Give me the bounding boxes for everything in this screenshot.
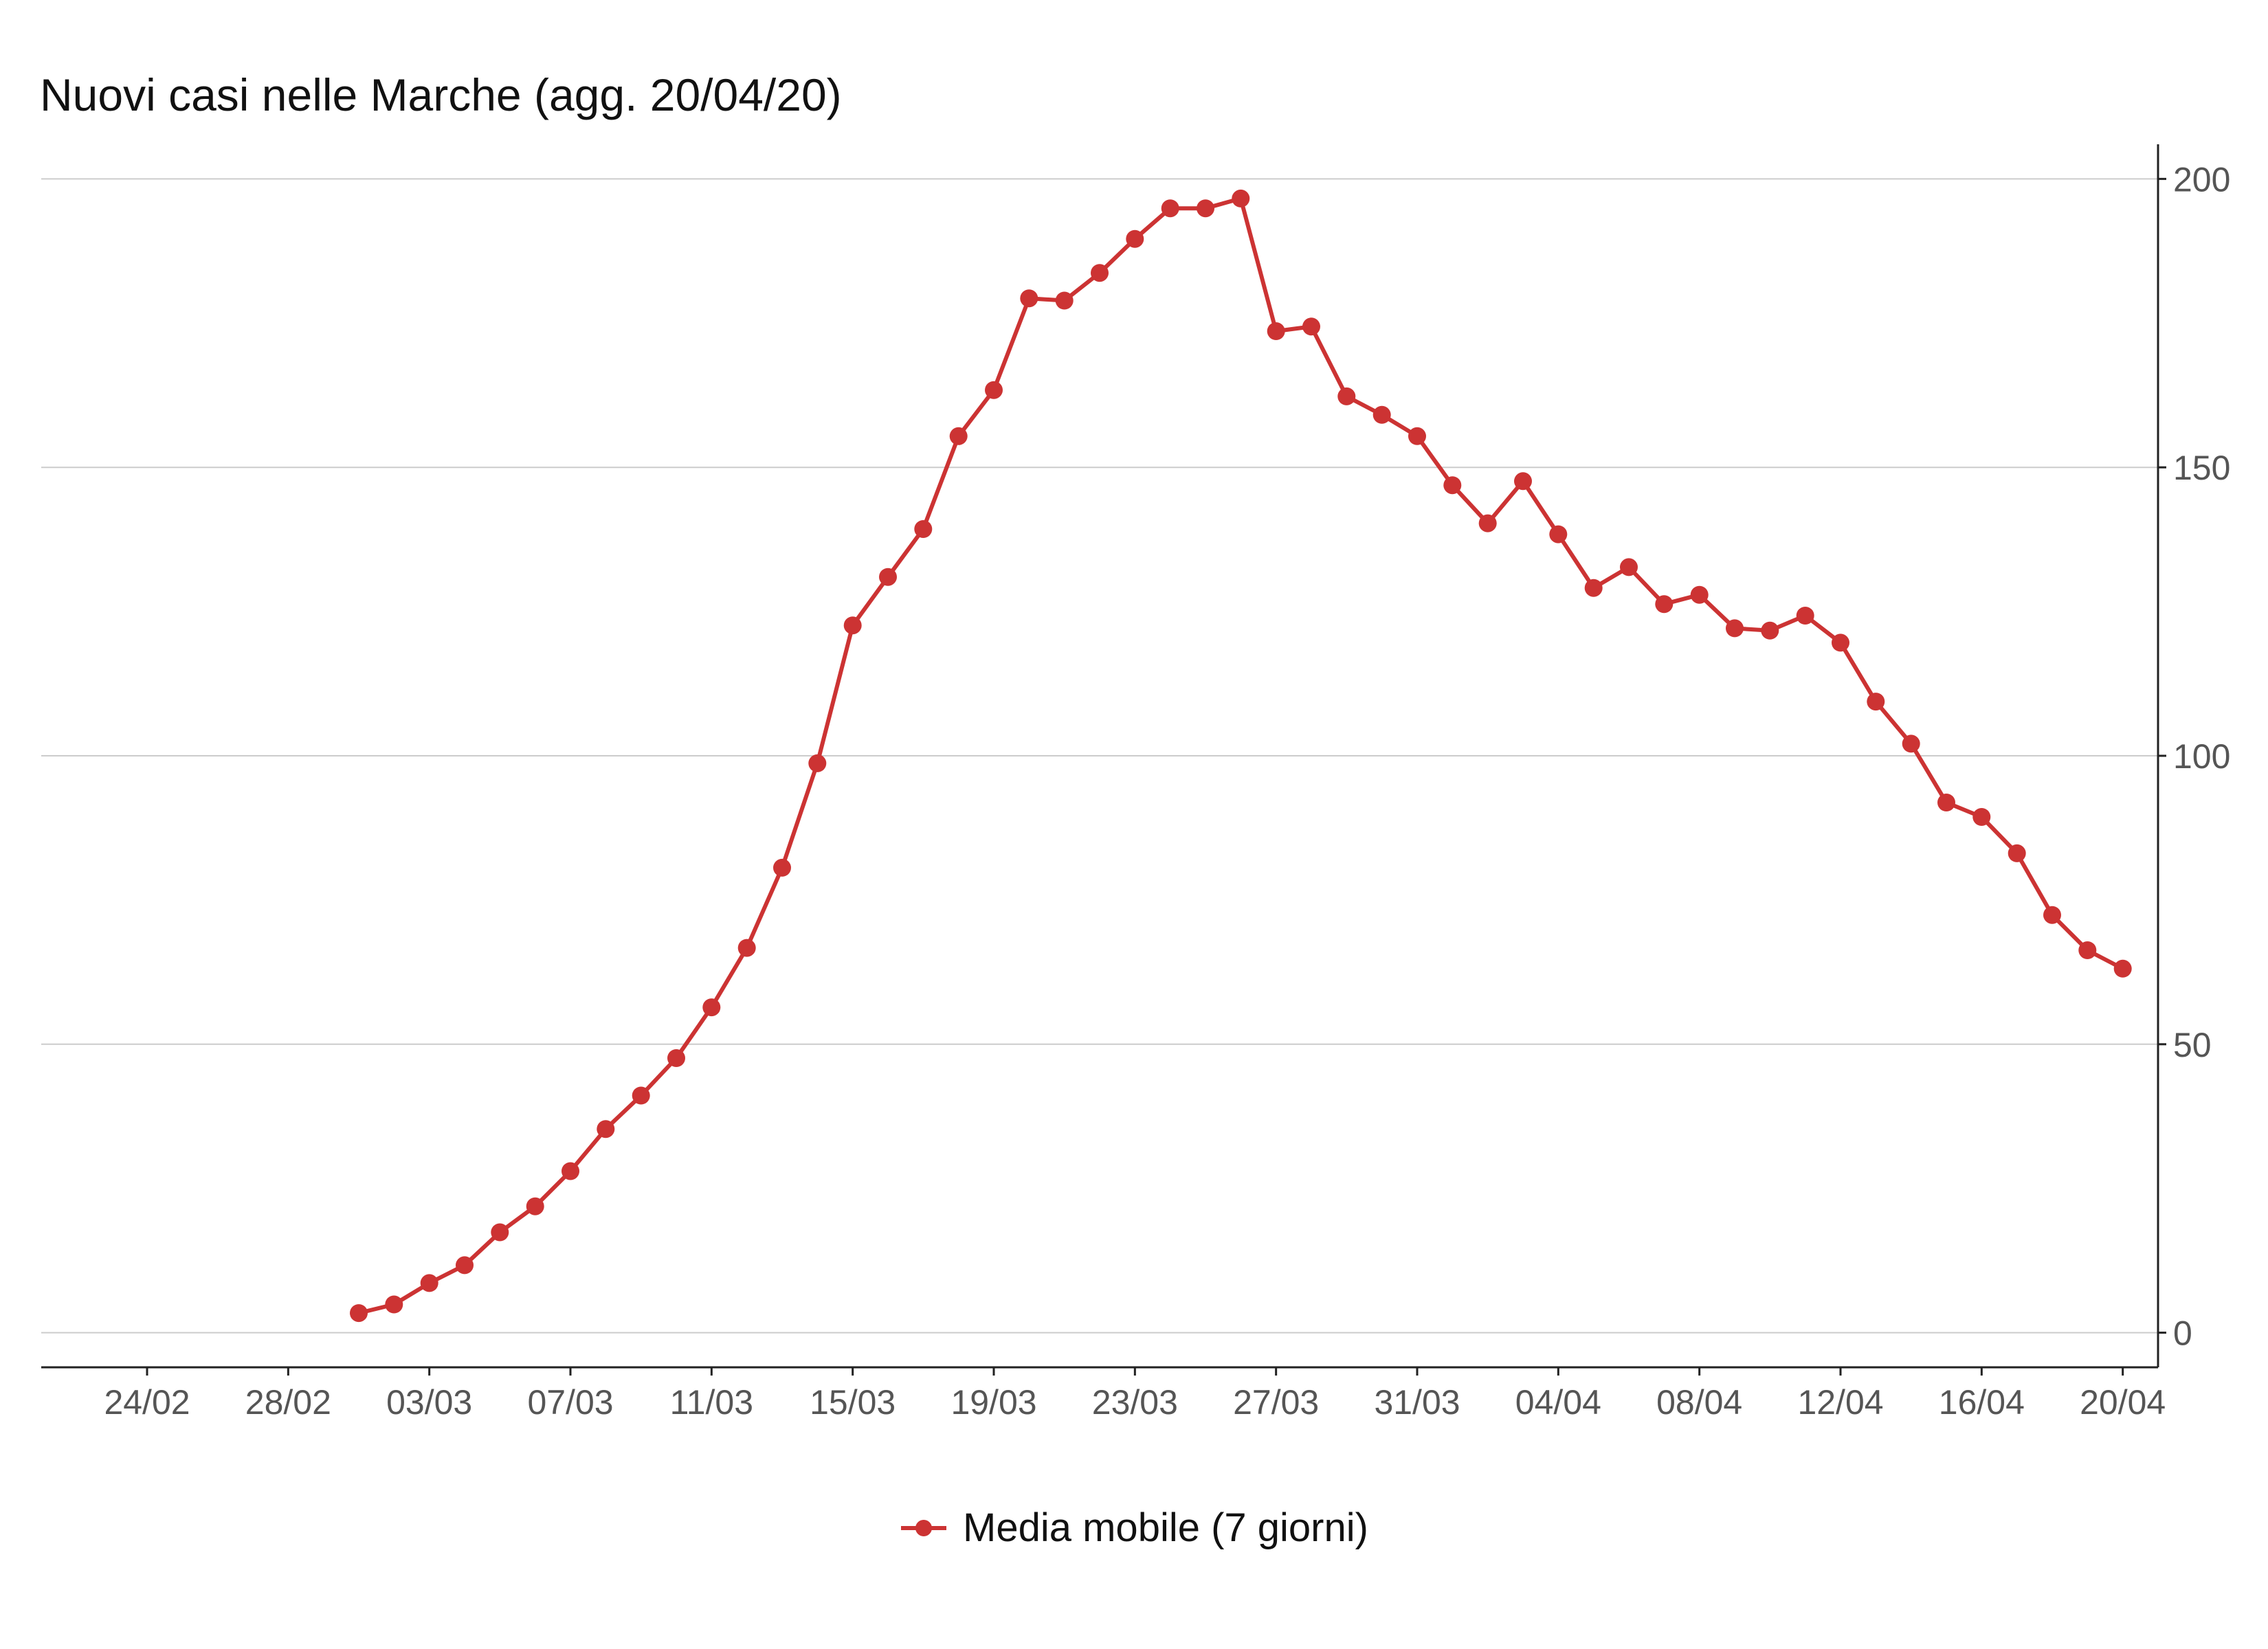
y-tick-label: 0 [2173,1314,2192,1353]
data-point [737,939,756,957]
legend-key-point [915,1519,933,1536]
data-point [1478,514,1497,532]
data-point [597,1120,615,1138]
y-tick-label: 200 [2173,160,2230,199]
x-tick-label: 07/03 [527,1383,613,1422]
data-point [350,1304,368,1323]
legend-label: Media mobile (7 giorni) [963,1505,1368,1550]
data-point [1161,199,1179,218]
data-point [1337,387,1356,405]
data-point [879,568,897,586]
data-point [808,754,827,772]
x-tick-label: 16/04 [1939,1383,2025,1422]
data-point [385,1295,403,1314]
gridlines [41,178,2158,1334]
x-tick-label: 19/03 [950,1383,1036,1422]
legend: Media mobile (7 giorni) [0,1505,2268,1551]
series-group [350,189,2132,1323]
data-point [773,858,791,877]
data-point [562,1162,579,1180]
data-point [1408,427,1426,445]
data-point [914,520,933,538]
data-point [667,1049,685,1067]
data-point [1832,633,1849,652]
data-point [843,616,862,635]
data-point [491,1223,509,1242]
data-point [1972,808,1991,826]
y-axis-ticks: 0 50 100 150 200 [2158,160,2230,1353]
y-tick-label: 100 [2173,737,2230,776]
data-point [1726,619,1744,638]
x-tick-label: 04/04 [1515,1383,1601,1422]
x-tick-label: 12/04 [1797,1383,1883,1422]
y-tick-label: 150 [2173,449,2230,487]
x-tick-label: 11/03 [670,1383,753,1422]
data-point [2113,959,2132,978]
x-tick-label: 03/03 [386,1383,472,1422]
data-point [1584,579,1603,597]
data-point [1126,229,1144,248]
data-point [1232,189,1250,207]
data-point [1443,476,1462,495]
data-point [2078,941,2097,959]
legend-key-icon [901,1519,947,1536]
data-point [2008,844,2026,862]
data-point [985,381,1003,399]
x-tick-label: 20/04 [2080,1383,2166,1422]
data-point [1302,317,1320,336]
data-point [1902,734,1920,753]
data-point [1055,291,1074,310]
data-point [526,1197,544,1215]
data-point [1514,472,1532,491]
data-point [420,1274,438,1292]
data-point [949,427,968,445]
data-point [1867,693,1885,711]
data-point [456,1256,474,1275]
data-point [1796,607,1814,625]
x-tick-label: 24/02 [104,1383,190,1422]
data-point [2043,906,2061,924]
data-point [1091,264,1109,282]
data-point [1020,289,1038,308]
x-tick-label: 15/03 [810,1383,896,1422]
x-tick-label: 27/03 [1233,1383,1319,1422]
data-point [1549,525,1568,543]
data-point [632,1086,650,1105]
x-tick-label: 08/04 [1656,1383,1742,1422]
data-point [1267,322,1285,340]
data-point [1761,621,1779,640]
data-point [1937,794,1955,811]
data-point [1655,595,1674,614]
data-point [1620,558,1638,576]
chart-title: Nuovi casi nelle Marche (agg. 20/04/20) [40,69,842,120]
x-tick-label: 31/03 [1374,1383,1460,1422]
data-point [702,998,721,1017]
x-tick-label: 23/03 [1092,1383,1178,1422]
y-tick-label: 50 [2173,1026,2212,1064]
x-axis-ticks: 24/02 28/02 03/03 07/03 11/03 15/03 19/03 23/03… [104,1367,2166,1422]
data-point [1197,199,1214,218]
data-point [1690,585,1709,604]
data-point [1372,405,1391,424]
x-tick-label: 28/02 [245,1383,331,1422]
